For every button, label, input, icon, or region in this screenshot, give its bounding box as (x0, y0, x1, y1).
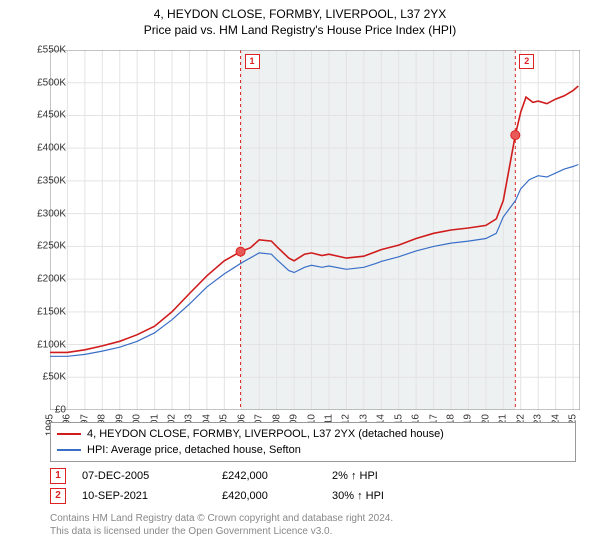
y-tick-label: £550K (37, 45, 66, 56)
footer-line2: This data is licensed under the Open Gov… (50, 525, 576, 538)
y-tick-label: £400K (37, 143, 66, 154)
footer-attribution: Contains HM Land Registry data © Crown c… (50, 512, 576, 538)
y-tick-label: £300K (37, 208, 66, 219)
chart-svg (50, 50, 580, 410)
transactions-table: 1 07-DEC-2005 £242,000 2% ↑ HPI 2 10-SEP… (50, 466, 576, 506)
y-tick-label: £150K (37, 306, 66, 317)
chart-event-marker: 2 (519, 54, 534, 69)
y-tick-label: £50K (43, 372, 66, 383)
footer-line1: Contains HM Land Registry data © Crown c… (50, 512, 576, 525)
transaction-price: £420,000 (222, 490, 332, 502)
transaction-marker: 2 (50, 488, 66, 504)
transaction-row: 1 07-DEC-2005 £242,000 2% ↑ HPI (50, 466, 576, 486)
legend-label-2: HPI: Average price, detached house, Seft… (87, 444, 301, 456)
legend-row: HPI: Average price, detached house, Seft… (57, 442, 569, 458)
title-subtitle: Price paid vs. HM Land Registry's House … (0, 22, 600, 38)
transaction-price: £242,000 (222, 470, 332, 482)
chart-event-marker: 1 (245, 54, 260, 69)
transaction-delta: 30% ↑ HPI (332, 490, 452, 502)
transaction-row: 2 10-SEP-2021 £420,000 30% ↑ HPI (50, 486, 576, 506)
legend-label-1: 4, HEYDON CLOSE, FORMBY, LIVERPOOL, L37 … (87, 428, 444, 440)
legend-box: 4, HEYDON CLOSE, FORMBY, LIVERPOOL, L37 … (50, 422, 576, 462)
title-block: 4, HEYDON CLOSE, FORMBY, LIVERPOOL, L37 … (0, 0, 600, 38)
y-tick-label: £250K (37, 241, 66, 252)
legend-swatch-1 (57, 433, 81, 435)
chart-area (50, 50, 580, 410)
y-tick-label: £350K (37, 175, 66, 186)
legend-row: 4, HEYDON CLOSE, FORMBY, LIVERPOOL, L37 … (57, 426, 569, 442)
legend-swatch-2 (57, 449, 81, 451)
transaction-delta: 2% ↑ HPI (332, 470, 452, 482)
y-tick-label: £100K (37, 339, 66, 350)
transaction-marker: 1 (50, 468, 66, 484)
title-address: 4, HEYDON CLOSE, FORMBY, LIVERPOOL, L37 … (0, 6, 600, 22)
y-tick-label: £450K (37, 110, 66, 121)
y-tick-label: £200K (37, 274, 66, 285)
chart-container: 4, HEYDON CLOSE, FORMBY, LIVERPOOL, L37 … (0, 0, 600, 560)
transaction-date: 07-DEC-2005 (82, 470, 222, 482)
y-tick-label: £500K (37, 77, 66, 88)
transaction-date: 10-SEP-2021 (82, 490, 222, 502)
